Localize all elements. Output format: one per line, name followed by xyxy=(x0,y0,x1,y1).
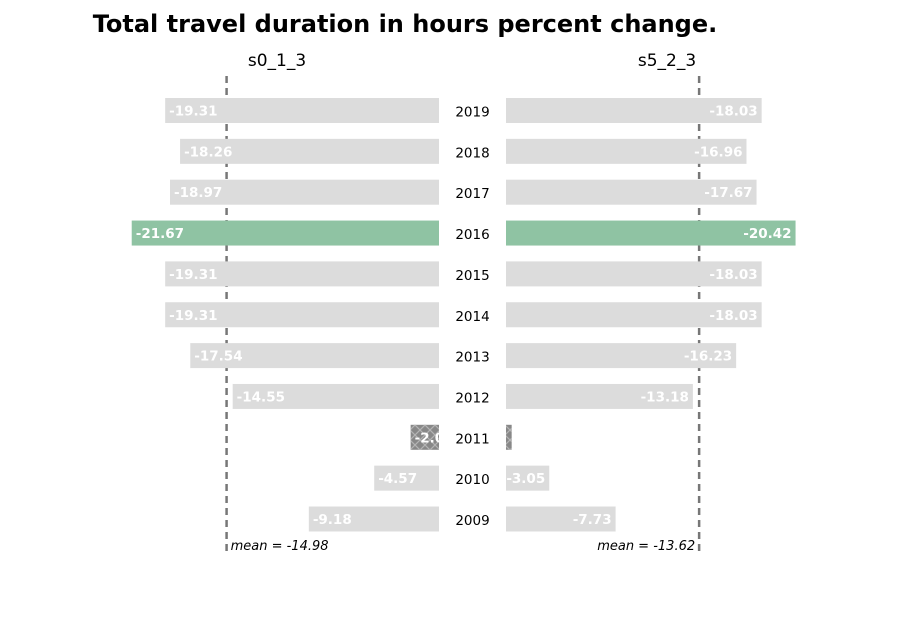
right-panel-title: s5_2_3 xyxy=(638,51,696,71)
chart-title: Total travel duration in hours percent c… xyxy=(93,10,718,38)
year-label: 2017 xyxy=(455,186,489,202)
bar-right xyxy=(506,98,762,123)
bar-value-label-right: -20.42 xyxy=(743,226,791,242)
bar-left-hatch xyxy=(410,424,439,450)
bar-right-hatch xyxy=(506,424,512,450)
bar-right xyxy=(506,343,737,369)
bar-value-label-left: -21.67 xyxy=(136,226,184,242)
bar-value-label-right: -3.05 xyxy=(506,471,545,487)
year-label: 2013 xyxy=(455,350,489,366)
bar-value-label-left: -19.31 xyxy=(169,104,217,120)
bar-left xyxy=(190,343,439,369)
bar-left xyxy=(374,465,439,491)
chart-marks: 2019 -19.31 -18.03 2018 -18.26 -16.96 2017 -18.… xyxy=(131,76,796,555)
bar-value-label-left: -9.18 xyxy=(313,512,352,528)
bar-left xyxy=(232,383,439,409)
year-label: 2014 xyxy=(455,309,489,325)
mean-label-left: mean = -14.98 xyxy=(231,539,329,554)
year-label: 2019 xyxy=(455,105,489,121)
bar-value-label-right: -16.96 xyxy=(694,144,742,160)
bar-value-label-right: -18.03 xyxy=(709,308,757,324)
mean-label-right: mean = -13.62 xyxy=(597,539,695,554)
bar-right xyxy=(506,220,796,246)
bar-right xyxy=(506,179,757,205)
bar-value-label-left: -17.54 xyxy=(194,349,242,365)
bar-value-label-right: -13.18 xyxy=(641,389,689,405)
year-label: 2016 xyxy=(455,227,489,243)
bar-left xyxy=(131,220,439,246)
year-label: 2010 xyxy=(455,472,489,488)
bar-value-label-left: -18.26 xyxy=(184,144,232,160)
bar-left xyxy=(170,179,439,205)
bar-value-label-left: -19.31 xyxy=(169,267,217,283)
bar-right xyxy=(506,506,616,532)
left-panel-title: s0_1_3 xyxy=(248,51,306,71)
bar-left xyxy=(180,138,440,164)
bar-right xyxy=(506,302,762,328)
year-label: 2018 xyxy=(455,145,489,161)
bar-left xyxy=(165,98,439,123)
bar-left xyxy=(165,302,439,328)
bar-right xyxy=(506,465,550,491)
bar-right xyxy=(506,383,693,409)
bar-value-label-right: -17.67 xyxy=(704,185,752,201)
bar-value-label-left: -14.55 xyxy=(237,389,285,405)
year-label: 2009 xyxy=(455,513,489,529)
bar-value-label-right: -18.03 xyxy=(709,267,757,283)
bar-value-label-left: -2.0 xyxy=(415,430,445,446)
bar-value-label-left: -19.31 xyxy=(169,308,217,324)
bar-value-label-right: -7.73 xyxy=(573,512,612,528)
bar-value-label-left: -4.57 xyxy=(378,471,417,487)
year-label: 2015 xyxy=(455,268,489,284)
bar-right xyxy=(506,261,762,287)
bar-left xyxy=(308,506,439,532)
bar-value-label-right: -16.23 xyxy=(684,349,732,365)
bar-value-label-right: -18.03 xyxy=(709,104,757,120)
bar-left xyxy=(165,261,439,287)
bar-right xyxy=(506,138,747,164)
year-label: 2011 xyxy=(455,431,489,447)
year-label: 2012 xyxy=(455,390,489,406)
bar-value-label-left: -18.97 xyxy=(174,185,222,201)
